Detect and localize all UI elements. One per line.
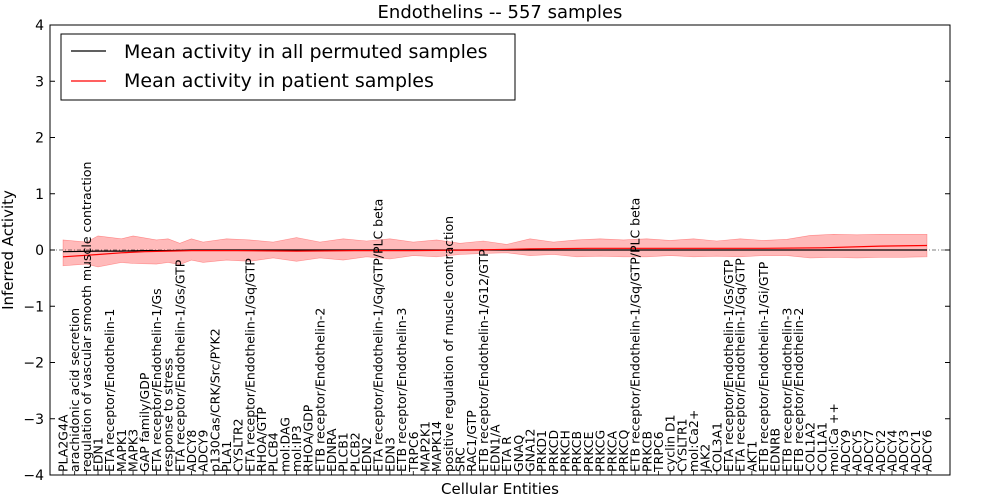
x-tick-label: EDN1/A [488,424,503,472]
x-tick-label: ADCY5 [849,430,864,472]
x-tick-label: RHOA/GDP [301,404,316,472]
x-tick-label: ADCY7 [861,430,876,472]
x-tick-label: PRKCA [604,431,619,472]
x-tick-label: PRKCD [546,430,561,472]
y-axis-label: Inferred Activity [0,190,17,310]
y-tick-label: −4 [23,468,44,484]
x-tick-label: regulation of vascular smooth muscle con… [79,162,94,472]
x-tick-label: ADCY8 [184,430,199,472]
x-tick-label: ADCY9 [838,430,853,472]
x-tick-label: PLA2G4A [56,414,71,472]
x-tick-label: PRKCE [581,432,596,472]
x-tick-label: JAK2 [698,444,713,473]
x-tick-label: ETB receptor/Endothelin-1/Gi/GTP [756,261,771,472]
x-axis-label: Cellular Entities [441,480,559,498]
x-tick-label: PLCB4 [266,432,281,472]
x-tick-label: MAPK3 [126,429,141,472]
x-tick-label: ADCY1 [908,430,923,472]
x-tick-label: ADCY4 [885,430,900,472]
x-tick-label: ETA receptor/Endothelin-1/Gs/GTP [721,259,736,472]
y-tick-label: 0 [35,243,44,259]
y-tick-label: −2 [23,356,44,372]
x-tick-label: positive regulation of muscle contractio… [441,216,456,472]
x-tick-label: arachidonic acid secretion [67,308,82,472]
x-tick-label: RHOA/GTP [254,407,269,472]
x-tick-label: RAC1/GTP [464,410,479,472]
x-tick-label: ETB receptor/Endothelin-2 [312,308,327,472]
x-tick-label: EDN3 [382,437,397,472]
x-tick-label: COL1A1 [814,422,829,472]
x-tick-label: SRC [453,447,468,472]
x-tick-label: EDN1 [91,437,106,472]
x-tick-label: PLCB2 [347,432,362,472]
x-tick-label: ETA receptor/Endothelin-1/Gq/GTP/PLC bet… [371,199,386,472]
legend: Mean activity in all permuted samples Me… [60,33,516,101]
x-tick-label: PRKCH [558,430,573,472]
x-tick-label: CYSLTR1 [674,418,689,472]
y-tick-label: 4 [35,18,44,34]
plot-frame [49,24,951,476]
legend-label-patient: Mean activity in patient samples [124,70,434,92]
x-tick-label: ETB receptor/Endothelin-3 [779,308,794,472]
x-tick-label: EDNRB [768,428,783,472]
x-tick-label: GAP family/GDP [137,372,152,472]
x-tick-label: TRPC6 [651,431,666,473]
series-line-patient [62,244,928,258]
x-tick-label: PRKCQ [616,430,631,472]
x-tick-label: response to stress [161,358,176,472]
legend-label-permuted: Mean activity in all permuted samples [124,41,487,63]
x-tick-label: COL3A1 [709,422,724,472]
x-tick-label: PRKD1 [534,430,549,472]
x-tick-label: GNAQ [511,435,526,472]
x-tick-label: mol:Ca2+ [686,410,701,472]
x-tick-label: ADCY3 [896,430,911,472]
y-tick-label: −1 [23,299,44,315]
y-tick-label: 2 [35,131,44,147]
x-tick-label: ETA receptor/Endothelin-1/Gq/GTP [242,258,257,472]
x-tick-label: ADCY6 [920,430,935,472]
x-tick-label: GNA12 [523,429,538,473]
legend-box [60,33,516,101]
x-tick-label: PLCB1 [336,432,351,472]
x-tick-label: EDN2 [359,437,374,472]
x-tick-label: PRKCB [639,431,654,472]
x-tick-label: CYSLTR2 [231,418,246,472]
x-tick-label: MAPK1 [114,429,129,472]
x-tick-label: ETB receptor/Endothelin-1/Gq/GTP/PLC bet… [628,198,643,472]
y-tick-label: 1 [35,187,44,203]
x-tick-label: COL1A2 [803,422,818,472]
y-tick-label: 3 [35,74,44,90]
x-tick-label: ETA receptor/Endothelin-1/Gs/GTP [172,259,187,472]
x-tick-label: PRKCG [593,430,608,472]
chart-title: Endothelins -- 557 samples [378,2,623,23]
x-tick-label: mol:IP3 [289,425,304,472]
x-tick-label: mol:Ca ++ [826,403,841,472]
x-tick-label: ADCY9 [196,430,211,472]
x-tick-label: TRPC6 [406,431,421,473]
x-tick-label: PRKCB [569,431,584,472]
y-tick-label: −3 [23,412,44,428]
x-tick-label: ETB receptor/Endothelin-1/G12/GTP [476,249,491,472]
x-tick-label: PLA1 [219,441,234,472]
x-tick-label: mol:DAG [277,417,292,472]
x-tick-label: ADCY2 [873,430,888,472]
x-tick-label: ETB receptor/Endothelin-2 [791,308,806,472]
x-tick-label: ETA R [499,436,514,472]
x-tick-label: MAP2K1 [417,421,432,472]
x-tick-label: ETB receptor/Endothelin-3 [394,308,409,472]
x-tick-label: p130Cas/CRK/Src/PYK2 [207,328,222,472]
x-tick-label: ETA receptor/Endothelin-1/Gq/GTP [733,258,748,472]
x-tick-label: MAPK14 [429,421,444,472]
x-tick-label: EDNRA [324,428,339,472]
x-tick-label: AKT1 [744,441,759,472]
x-tick-label: ETA receptor/Endothelin-1 [102,309,117,472]
x-tick-label: cyclin D1 [663,414,678,472]
x-tick-label: ETA receptor/Endothelin-1/Gs [149,288,164,472]
